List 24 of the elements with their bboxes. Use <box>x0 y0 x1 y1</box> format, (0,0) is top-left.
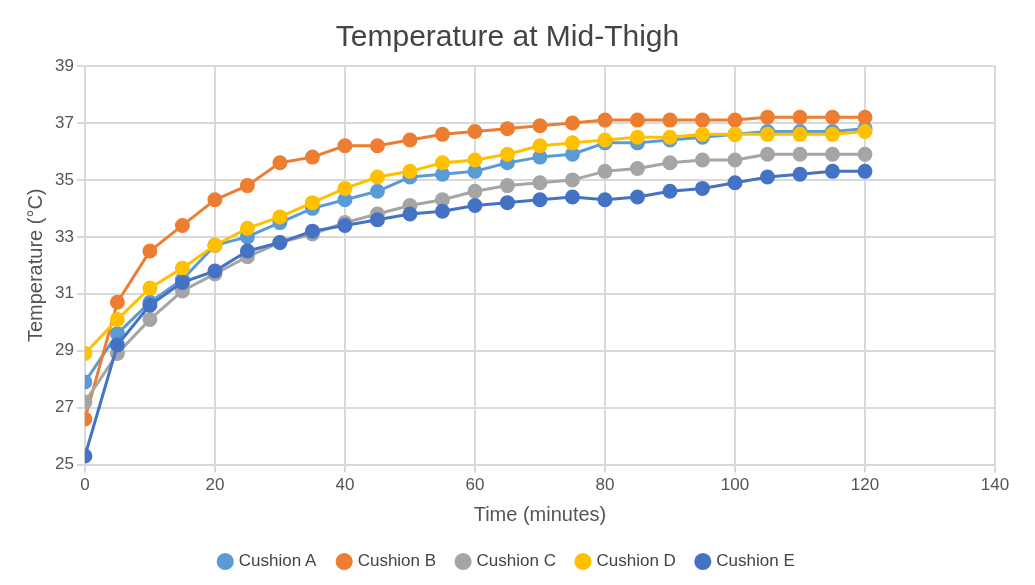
x-tick-label: 140 <box>980 475 1010 495</box>
y-tick-label: 27 <box>54 397 74 417</box>
x-tick-label: 40 <box>335 475 355 495</box>
x-tick-label: 120 <box>850 475 880 495</box>
y-axis-title: Temperature (°C) <box>23 188 46 343</box>
legend-label: Cushion B <box>357 551 437 571</box>
x-tick-label: 80 <box>595 475 615 495</box>
y-tick-label: 35 <box>54 169 74 189</box>
legend-label: Cushion D <box>596 551 676 571</box>
legend-label: Cushion E <box>716 551 795 571</box>
y-tick-label: 29 <box>54 340 74 360</box>
y-tick-label: 39 <box>54 55 74 75</box>
x-tick-label: 20 <box>205 475 225 495</box>
x-axis-title: Time (minutes) <box>473 502 607 525</box>
y-tick-label: 37 <box>54 112 74 132</box>
x-tick-label: 100 <box>720 475 750 495</box>
y-tick-label: 33 <box>54 226 74 246</box>
x-tick-label: 60 <box>465 475 485 495</box>
y-tick-label: 31 <box>54 283 74 303</box>
chart-title: Temperature at Mid-Thigh <box>335 19 680 53</box>
x-tick-label: 0 <box>80 475 90 495</box>
y-tick-label: 25 <box>54 454 74 474</box>
legend-label: Cushion C <box>476 551 556 571</box>
legend-label: Cushion A <box>238 551 317 571</box>
